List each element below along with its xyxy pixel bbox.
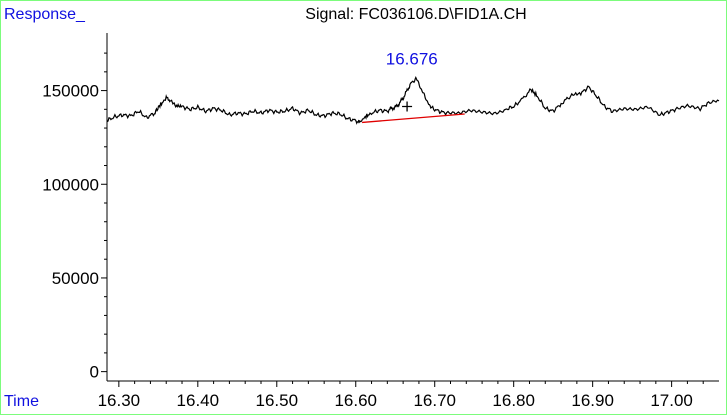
signal-trace [106, 75, 720, 125]
y-tick-label: 150000 [42, 82, 99, 101]
x-tick-label: 16.70 [413, 391, 456, 410]
x-tick-label: 16.90 [571, 391, 614, 410]
x-tick-label: 17.00 [650, 391, 693, 410]
y-tick-label: 100000 [42, 175, 99, 194]
x-axis-label: Time [4, 393, 39, 410]
y-axis-label: Response_ [4, 6, 86, 23]
y-tick-label: 50000 [52, 269, 99, 288]
peak-baseline [362, 113, 465, 124]
y-ticks: 0 50000 100000 150000 [42, 52, 107, 382]
x-tick-label: 16.40 [177, 391, 220, 410]
chart-title: Signal: FC036106.D\FID1A.CH [305, 6, 526, 23]
peak-apex-marker [402, 101, 413, 112]
x-tick-label: 16.80 [492, 391, 535, 410]
y-tick-label: 0 [90, 363, 99, 382]
x-tick-label: 16.60 [334, 391, 377, 410]
peak-label: 16.676 [386, 49, 438, 68]
x-tick-label: 16.50 [256, 391, 299, 410]
x-tick-label: 16.30 [98, 391, 141, 410]
x-ticks: 16.30 16.40 16.50 16.60 16.70 16.80 16.90 17.00 [98, 381, 704, 410]
annotation-layer: 16.676 [362, 49, 465, 124]
series-layer [106, 75, 720, 125]
